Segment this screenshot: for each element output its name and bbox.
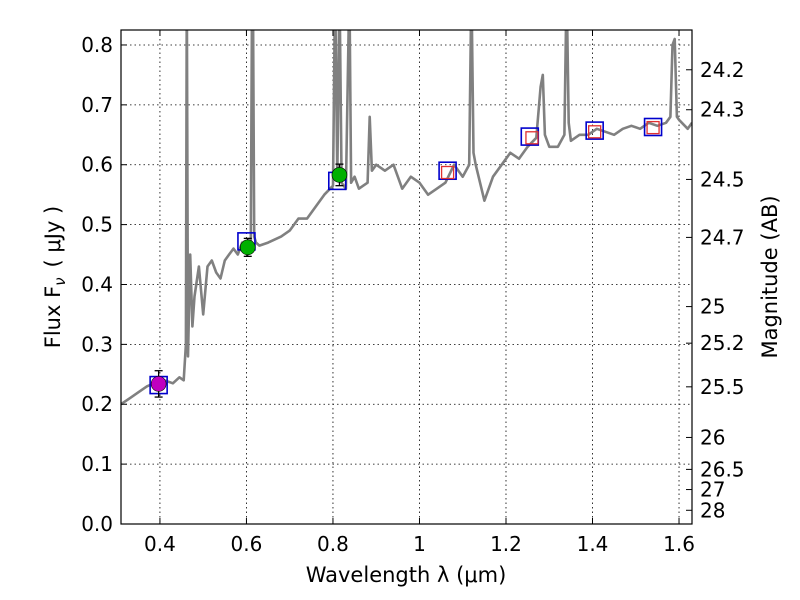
y-tick-label: 0.8 xyxy=(81,33,113,57)
model-photometry-box xyxy=(438,161,457,181)
mag-tick-label: 24.3 xyxy=(700,98,745,122)
mag-tick-label: 26.5 xyxy=(700,457,745,481)
mag-tick-label: 27 xyxy=(700,478,725,502)
x-tick-label: 1.6 xyxy=(663,532,695,556)
model-photometry-box xyxy=(643,117,663,137)
y-tick-label: 0.7 xyxy=(81,93,113,117)
observed-nir-point xyxy=(440,165,455,180)
y-axis-title: Flux Fν ( μJy ) xyxy=(41,206,69,349)
observed-nir-point xyxy=(588,125,602,139)
y-axis-title-unit: ( μJy ) xyxy=(41,206,65,268)
x-axis-title: Wavelength λ (μm) xyxy=(306,563,507,587)
observed-optical-point xyxy=(150,376,167,392)
x-tick-label: 1.2 xyxy=(490,532,522,556)
observed-optical-point xyxy=(239,239,256,256)
y-axis-title-main: Flux F xyxy=(41,286,65,348)
y-tick-label: 0.5 xyxy=(81,213,113,237)
photometry-layer xyxy=(149,117,663,398)
observed-nir-point xyxy=(525,131,539,145)
y-tick-label: 0.0 xyxy=(81,512,113,536)
mag-tick-label: 24.2 xyxy=(700,58,745,82)
plot-frame xyxy=(120,29,693,525)
y-tick-label: 0.6 xyxy=(81,153,113,177)
x-tick-label: 1.4 xyxy=(577,532,609,556)
x-tick-label: 0.6 xyxy=(231,532,263,556)
x-tick-label: 0.8 xyxy=(317,532,349,556)
mag-tick-label: 24.7 xyxy=(700,225,745,249)
x-tick-label: 1 xyxy=(413,532,426,556)
model-spectrum-line xyxy=(121,30,692,406)
mag-tick-label: 25.2 xyxy=(700,331,745,355)
y-tick-label: 0.1 xyxy=(81,452,113,476)
y-tick-label: 0.4 xyxy=(81,272,113,296)
y-tick-label: 0.2 xyxy=(81,392,113,416)
mag-tick-label: 26 xyxy=(700,425,725,449)
svg-text:Flux Fν( μJy ): Flux Fν ( μJy ) xyxy=(41,206,69,349)
x-tick-label: 0.4 xyxy=(144,532,176,556)
mag-tick-label: 28 xyxy=(700,498,725,522)
y-tick-label: 0.3 xyxy=(81,332,113,356)
observed-optical-point xyxy=(331,167,348,183)
mag-tick-label: 24.5 xyxy=(700,167,745,191)
mag-tick-label: 25.5 xyxy=(700,375,745,399)
spectrum-layer xyxy=(121,30,692,406)
y-axis-title-sub: ν xyxy=(51,277,69,285)
axis-ticks: 0.4 0.6 0.8 1 1.2 1.4 1.6 0.0 0.1 0.2 0.3 0.4 0.5 0.6… xyxy=(81,30,745,556)
mag-tick-label: 25 xyxy=(700,295,725,319)
y2-axis-title: Magnitude (AB) xyxy=(758,195,782,358)
model-photometry-box xyxy=(585,121,604,140)
observed-nir-point xyxy=(646,120,660,135)
